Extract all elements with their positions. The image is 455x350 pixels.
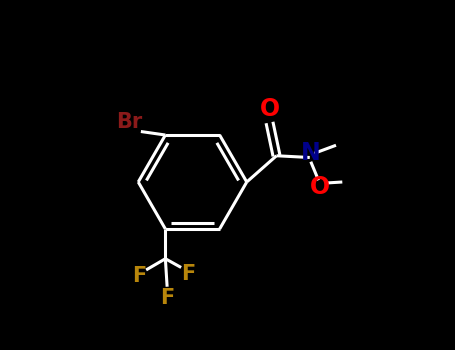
Text: O: O <box>310 175 330 198</box>
Text: F: F <box>181 264 195 284</box>
Text: F: F <box>132 266 146 286</box>
Text: O: O <box>259 97 279 121</box>
Text: Br: Br <box>116 112 142 132</box>
Text: F: F <box>160 288 174 308</box>
Text: N: N <box>301 141 321 165</box>
